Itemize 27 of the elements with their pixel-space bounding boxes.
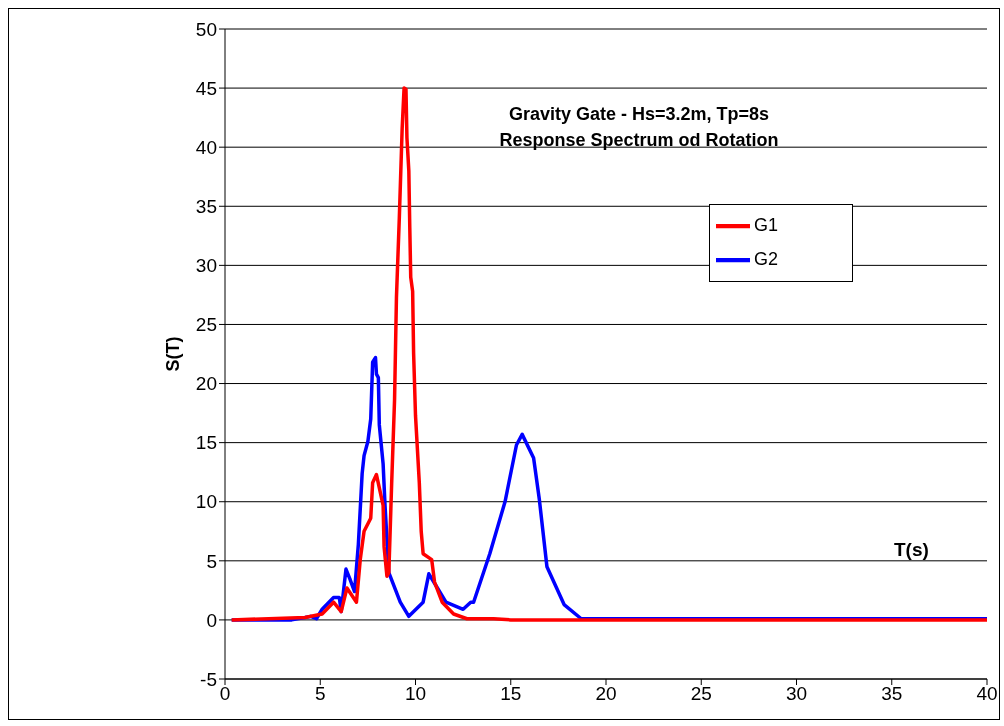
y-axis-title: S(T) [163,336,184,372]
x-tick-label: 30 [785,683,808,705]
y-tick-label: 20 [195,373,217,395]
x-tick-label: 20 [595,683,617,705]
x-tick-label: 15 [500,683,522,705]
x-tick-label: 35 [881,683,903,705]
text: Response Spectrum od Rotation [498,129,780,152]
line-series [229,86,987,622]
legend-label: G1 [754,214,779,235]
y-tick-label: 25 [195,314,217,336]
y-tick-label: 45 [195,77,217,99]
y-tick-label: 30 [195,255,217,277]
y-tick-label: -5 [200,668,217,690]
y-tick-label: 5 [206,550,217,572]
y-tick-label: 10 [195,491,217,513]
y-tick-label: 0 [206,609,217,631]
legend-label: G2 [754,248,779,269]
y-tick-label: 50 [195,18,217,40]
x-axis-title: T(s) [894,539,929,561]
y-tick-label: 40 [195,136,217,158]
y-tick-label: 15 [195,432,217,454]
x-tick-label: 25 [690,683,712,705]
x-tick-label: 5 [314,683,326,705]
x-tick-label: 10 [404,683,427,705]
y-tick-label: 35 [195,196,217,218]
text: Gravity Gate - Hs=3.2m, Tp=8s [507,103,771,126]
x-tick-label: 40 [976,683,998,705]
